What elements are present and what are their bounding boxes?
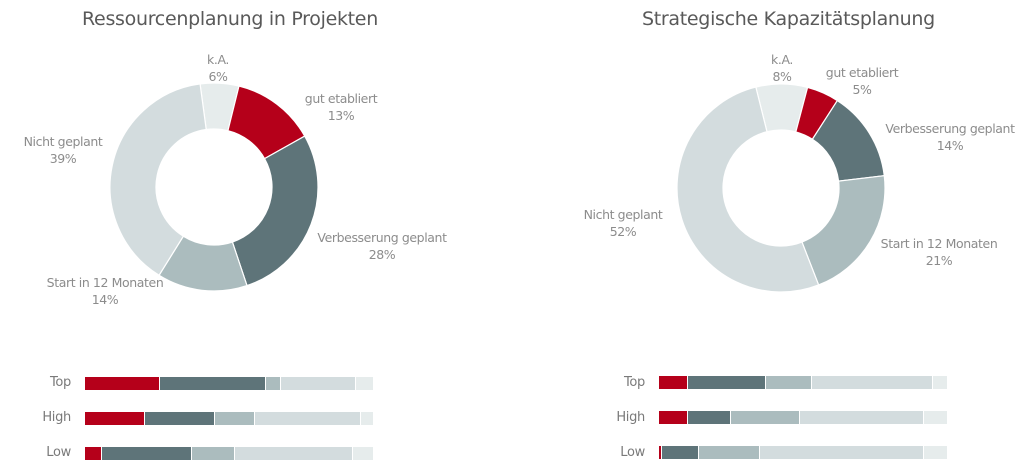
- right-chart-panel: Strategische Kapazitätsplanung k.A. 8% g…: [512, 0, 1024, 474]
- label-name: Start in 12 Monaten: [880, 236, 998, 251]
- row-label-low: Low: [620, 445, 645, 460]
- donut-chart: [676, 83, 886, 293]
- bar-segment-k-a: [361, 412, 373, 425]
- label-value: 14%: [936, 138, 964, 153]
- label-name: Verbesserung geplant: [317, 230, 447, 245]
- bar-segment-nicht-geplant: [254, 412, 362, 425]
- bar-segment-k-a: [355, 377, 373, 390]
- label-start-in-12-monaten: Start in 12 Monaten 21%: [874, 235, 1004, 269]
- donut-slice-verbesserung-geplant: [231, 135, 319, 287]
- bar-segment-verbesserung-geplant: [145, 412, 215, 425]
- label-name: gut etabliert: [304, 91, 378, 106]
- donut-slice-nicht-geplant: [676, 86, 820, 293]
- bar-segment-k-a: [932, 376, 947, 389]
- bar-segment-start-in-12-monaten: [699, 446, 760, 459]
- label-name: gut etabliert: [825, 65, 899, 80]
- stacked-bar-low: [85, 447, 373, 460]
- label-value: 8%: [772, 69, 792, 84]
- bar-segment-start-in-12-monaten: [214, 412, 255, 425]
- label-value: 28%: [368, 247, 396, 262]
- bar-segment-gut-etabliert: [659, 411, 688, 424]
- bar-segment-verbesserung-geplant: [159, 377, 267, 390]
- bar-segment-start-in-12-monaten: [266, 377, 281, 390]
- stacked-bar-high: [85, 412, 373, 425]
- label-nicht-geplant: Nicht geplant 39%: [18, 133, 108, 167]
- label-ka: k.A. 6%: [198, 51, 238, 85]
- bar-segment-k-a: [923, 411, 947, 424]
- bar-segment-k-a: [352, 447, 373, 460]
- label-name: Start in 12 Monaten: [46, 275, 164, 290]
- label-name: k.A.: [207, 52, 229, 67]
- stacked-bar-top: [659, 376, 947, 389]
- label-verbesserung-geplant: Verbesserung geplant 28%: [312, 229, 452, 263]
- bar-segment-nicht-geplant: [811, 376, 933, 389]
- bar-segment-gut-etabliert: [85, 412, 146, 425]
- label-verbesserung-geplant: Verbesserung geplant 14%: [880, 120, 1020, 154]
- label-value: 13%: [327, 108, 355, 123]
- bar-segment-verbesserung-geplant: [687, 376, 766, 389]
- row-label-top: Top: [49, 375, 71, 390]
- stacked-bar-high: [659, 411, 947, 424]
- label-value: 21%: [925, 253, 953, 268]
- bar-segment-start-in-12-monaten: [765, 376, 812, 389]
- row-label-low: Low: [46, 445, 71, 460]
- label-name: Verbesserung geplant: [885, 121, 1015, 136]
- label-gut-etabliert: gut etabliert 13%: [296, 90, 386, 124]
- chart-title: Ressourcenplanung in Projekten: [82, 8, 378, 30]
- label-start-in-12-monaten: Start in 12 Monaten 14%: [40, 274, 170, 308]
- bar-segment-verbesserung-geplant: [661, 446, 700, 459]
- stacked-bar-low: [659, 446, 947, 459]
- label-value: 39%: [49, 151, 77, 166]
- label-nicht-geplant: Nicht geplant 52%: [578, 206, 668, 240]
- bar-segment-gut-etabliert: [659, 376, 688, 389]
- chart-title: Strategische Kapazitätsplanung: [642, 8, 935, 30]
- bar-segment-verbesserung-geplant: [102, 447, 192, 460]
- bar-segment-gut-etabliert: [85, 447, 103, 460]
- bar-segment-nicht-geplant: [759, 446, 924, 459]
- bar-segment-gut-etabliert: [85, 377, 160, 390]
- row-label-high: High: [42, 410, 71, 425]
- bar-segment-nicht-geplant: [800, 411, 924, 424]
- label-name: Nicht geplant: [583, 207, 663, 222]
- label-name: k.A.: [771, 52, 793, 67]
- label-gut-etabliert: gut etabliert 5%: [817, 64, 907, 98]
- label-value: 52%: [609, 224, 637, 239]
- label-value: 6%: [208, 69, 228, 84]
- row-label-high: High: [616, 410, 645, 425]
- row-label-top: Top: [623, 375, 645, 390]
- donut-slice-start-in-12-monaten: [801, 175, 886, 286]
- donut-slice-nicht-geplant: [109, 83, 207, 277]
- donut-chart: [109, 82, 319, 292]
- bar-segment-nicht-geplant: [234, 447, 353, 460]
- bar-segment-verbesserung-geplant: [687, 411, 731, 424]
- label-ka: k.A. 8%: [762, 51, 802, 85]
- left-chart-panel: Ressourcenplanung in Projekten k.A. 6% g…: [18, 8, 452, 460]
- bar-segment-start-in-12-monaten: [191, 447, 235, 460]
- label-name: Nicht geplant: [23, 134, 103, 149]
- bar-segment-nicht-geplant: [280, 377, 356, 390]
- bar-segment-start-in-12-monaten: [730, 411, 801, 424]
- stacked-bar-top: [85, 377, 373, 390]
- bar-segment-gut-etabliert: [659, 446, 662, 459]
- bar-segment-k-a: [923, 446, 947, 459]
- label-value: 14%: [91, 292, 119, 307]
- label-value: 5%: [852, 82, 872, 97]
